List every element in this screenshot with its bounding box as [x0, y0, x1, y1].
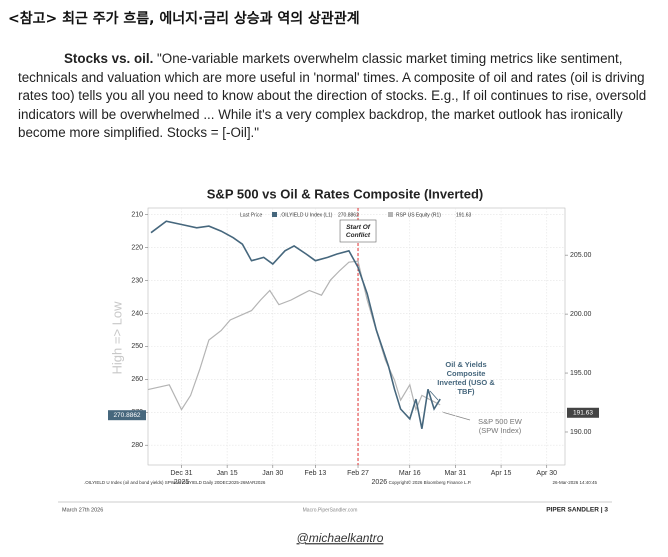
- series-line: [147, 260, 441, 412]
- x-tick-label: Apr 30: [536, 470, 557, 477]
- x-tick-label: Mar 31: [445, 470, 467, 477]
- header-title: <참고> 최근 주가 흐름, 에너지·금리 상승과 역의 상관관계: [8, 11, 360, 27]
- chart-title: S&P 500 vs Oil & Rates Composite (Invert…: [207, 186, 483, 201]
- legend-swatch: [388, 212, 393, 217]
- y-tick-label: 260: [131, 376, 143, 383]
- x-tick-label: Feb 27: [347, 470, 369, 477]
- quote-lead: Stocks vs. oil.: [64, 51, 154, 66]
- credit: @michaelkantro: [297, 531, 384, 545]
- y-tick-label: 250: [131, 343, 143, 350]
- y2-tick-label: 205.00: [570, 252, 592, 259]
- source-right: 26-Mar-2026 14:40:45: [552, 480, 597, 485]
- x-tick-label: Mar 16: [399, 470, 421, 477]
- y2-tick-label: 190.00: [570, 429, 592, 436]
- legend-value: 270.8862: [338, 212, 359, 218]
- y-tick-label: 240: [131, 310, 143, 317]
- series-annotation: S&P 500 EW (SPW Index): [478, 417, 523, 435]
- y-tick-label: 230: [131, 277, 143, 284]
- footer-date: March 27th 2026: [62, 507, 103, 513]
- y2-tick-label: 200.00: [570, 311, 592, 318]
- y-axis-label: High => Low: [109, 301, 124, 375]
- last-price-flag: [567, 407, 599, 418]
- legend-value: 191.63: [456, 212, 472, 218]
- footer-brand: PIPER SANDLER | 3: [546, 507, 608, 514]
- legend-label: RSP US Equity (R1): [396, 212, 441, 218]
- source-center: Copyright© 2026 Bloomberg Finance L.P.: [389, 479, 472, 485]
- y-tick-label: 280: [131, 442, 143, 449]
- annotation-arrow: [429, 390, 439, 401]
- series-line: [150, 220, 441, 429]
- source-left: .OILYIELD U Index (oil and bond yields) …: [84, 480, 266, 485]
- legend-label: .OILYIELD U Index (L1): [280, 212, 333, 218]
- quote: Stocks vs. oil. "One-variable markets ov…: [18, 50, 652, 143]
- y2-tick-label: 195.00: [570, 370, 592, 377]
- x-tick-label: Feb 13: [305, 470, 327, 477]
- legend-swatch: [272, 212, 277, 217]
- last-price-label: 270.8862: [113, 412, 140, 419]
- x-tick-label: Jan 15: [217, 470, 238, 477]
- x-year-label: 2025: [174, 479, 190, 486]
- event-label-box: [339, 219, 377, 243]
- chart-frame: [58, 180, 612, 500]
- x-tick-label: Apr 15: [491, 470, 512, 477]
- y-tick-label: 210: [131, 211, 143, 218]
- event-label: Start Of Conflict: [346, 224, 371, 239]
- annotation-arrow: [441, 411, 471, 421]
- quote-text: "One-variable markets overwhelm classic …: [18, 51, 647, 141]
- last-price-label: 191.63: [573, 409, 593, 416]
- last-price-flag: [108, 410, 146, 421]
- x-tick-label: Jan 30: [262, 470, 283, 477]
- series-annotation: Oil & Yields Composite Inverted (USO & TBF): [437, 360, 495, 396]
- footer-site: Macro.PiperSandler.com: [303, 507, 358, 513]
- legend-header: Last Price: [240, 212, 262, 218]
- plot-frame: [147, 207, 566, 466]
- x-year-label: 2026: [372, 479, 388, 486]
- y-tick-label: 220: [131, 244, 143, 251]
- x-tick-label: Dec 31: [170, 470, 192, 477]
